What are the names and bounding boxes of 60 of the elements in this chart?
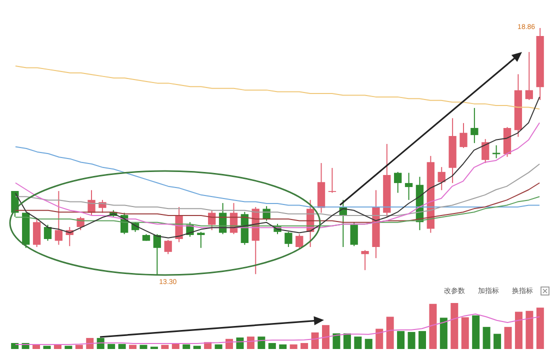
candlestick — [525, 51, 533, 100]
bar — [268, 343, 276, 349]
candlestick — [394, 171, 402, 194]
bar — [450, 303, 458, 349]
bar — [429, 304, 437, 349]
bar — [482, 326, 490, 349]
bar — [246, 336, 254, 349]
candlestick — [404, 172, 413, 200]
bar — [43, 346, 51, 349]
candlestick — [44, 224, 52, 242]
candlestick — [164, 239, 172, 255]
bar — [182, 344, 190, 349]
bar — [214, 344, 222, 349]
bar — [376, 328, 384, 349]
candlestick — [482, 138, 490, 164]
bar — [536, 308, 544, 349]
bar — [172, 343, 180, 349]
candlestick — [208, 210, 216, 231]
candlestick — [54, 190, 63, 246]
bar — [64, 346, 72, 349]
bar — [494, 334, 502, 349]
candlestick — [284, 231, 292, 248]
bar — [397, 331, 405, 349]
bar — [290, 344, 298, 349]
bar — [472, 315, 480, 349]
candlestick — [460, 122, 468, 148]
candlestick — [470, 107, 478, 144]
bar — [193, 346, 201, 349]
bar — [236, 338, 244, 349]
candlestick — [438, 166, 446, 191]
bar — [526, 310, 534, 349]
bar — [440, 318, 448, 349]
bar — [364, 338, 372, 349]
bar — [129, 344, 137, 349]
bar — [108, 344, 116, 349]
bar — [279, 344, 287, 349]
bar — [332, 333, 340, 349]
candlestick — [296, 234, 304, 250]
bar — [118, 344, 126, 349]
candlestick — [328, 167, 336, 194]
bar — [461, 317, 469, 349]
bar — [322, 325, 330, 349]
bar — [386, 316, 394, 349]
bar — [311, 332, 319, 349]
bar — [140, 344, 148, 349]
bar — [408, 332, 416, 349]
candlestick — [32, 218, 41, 248]
candlestick — [350, 222, 358, 247]
bar — [343, 333, 351, 349]
bar — [75, 344, 83, 349]
bar — [300, 343, 308, 349]
bar — [11, 343, 19, 349]
bar — [161, 344, 169, 349]
bar — [504, 326, 512, 349]
bar — [354, 336, 362, 349]
bar — [258, 336, 266, 349]
bar — [514, 312, 522, 349]
candlestick — [361, 250, 369, 271]
candlestick — [153, 234, 161, 276]
bar — [418, 331, 426, 349]
